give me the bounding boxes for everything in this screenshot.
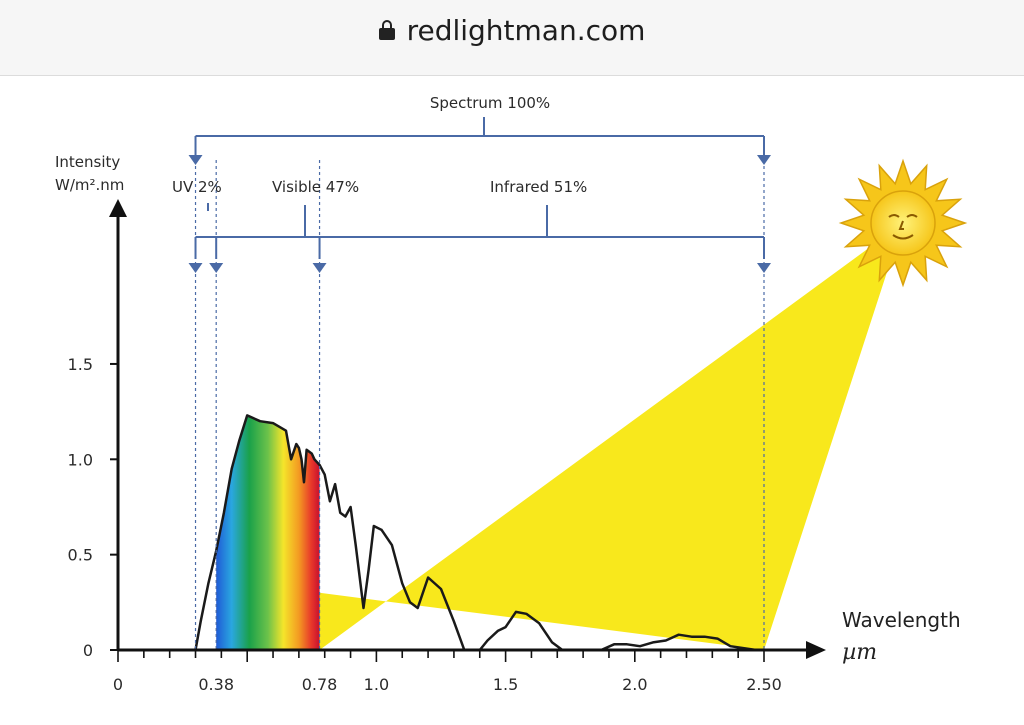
y-tick-label: 0 xyxy=(83,641,93,660)
x-axis-label-line1: Wavelength xyxy=(842,608,961,632)
y-axis-label-line2: W/m².nm xyxy=(55,176,124,194)
x-tick-label: 1.5 xyxy=(493,675,518,694)
y-tick-label: 1.0 xyxy=(68,450,93,469)
spectrum-start-arrow xyxy=(188,155,203,165)
visible-spectrum-region xyxy=(216,415,320,650)
sun-face-features xyxy=(888,214,918,240)
x-tick-label: 2.50 xyxy=(746,675,782,694)
solar-spectrum-chart: 0 0.5 1.0 1.5 0 0.38 0.78 1.0 1.5 2.0 2.50 Intensi… xyxy=(55,94,968,694)
visible-end-arrow xyxy=(312,263,327,273)
x-tick-label: 0 xyxy=(113,675,123,694)
lock-icon xyxy=(378,20,395,40)
y-axis-arrow xyxy=(109,199,127,217)
x-axis-label-line2: µm xyxy=(842,640,877,665)
x-tick-label: 0.78 xyxy=(302,675,338,694)
x-axis-arrow xyxy=(806,641,826,659)
x-tick-label: 1.0 xyxy=(364,675,389,694)
url-display[interactable]: redlightman.com xyxy=(0,0,1024,60)
uv-end-arrow xyxy=(209,263,224,273)
sunlight-beam xyxy=(319,223,903,650)
infrared-label: Infrared 51% xyxy=(490,178,587,196)
visible-label: Visible 47% xyxy=(272,178,359,196)
y-axis-label-line1: Intensity xyxy=(55,153,120,171)
y-tick-label: 1.5 xyxy=(68,355,93,374)
x-tick-label: 0.38 xyxy=(198,675,234,694)
infrared-end-arrow xyxy=(757,263,771,273)
browser-address-bar[interactable]: redlightman.com xyxy=(0,0,1024,76)
uv-label: UV 2% xyxy=(172,178,222,196)
spectrum-curve xyxy=(194,414,764,652)
y-tick-label: 0.5 xyxy=(68,546,93,565)
uv-start-arrow xyxy=(188,263,203,273)
spectrum-end-arrow xyxy=(757,155,771,165)
x-tick-label: 2.0 xyxy=(622,675,647,694)
spectrum-label: Spectrum 100% xyxy=(430,94,550,112)
domain-text: redlightman.com xyxy=(406,13,646,47)
